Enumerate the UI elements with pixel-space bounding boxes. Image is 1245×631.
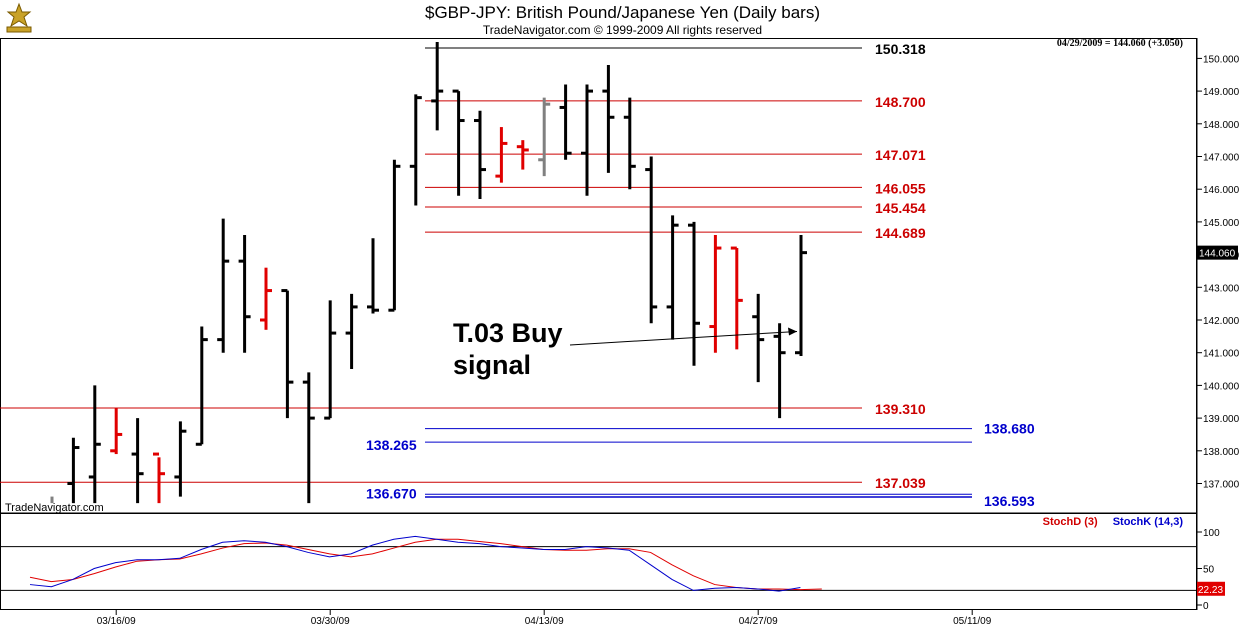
signal-arrow-line [569,330,798,346]
stoch-last-value-label: 22.23 [1198,585,1223,596]
buy-signal-text-line2: signal [453,350,531,380]
level-label: 136.670 [366,485,417,501]
ohlc-bar [773,323,786,419]
level-label: 146.055 [875,180,926,196]
price-tick-label: 142.000 [1203,316,1240,327]
price-bars [50,42,807,504]
level-label: 150.318 [875,41,926,57]
ohlc-bar [67,437,80,504]
date-tick-label: 04/13/09 [525,616,564,627]
price-levels: 150.318 148.700 147.071 146.055 145.454 144.6… [0,41,1035,509]
ohlc-bar [260,267,272,330]
date-tick-label: 03/16/09 [97,616,136,627]
ohlc-bar [752,293,765,383]
price-tick-label: 137.000 [1203,480,1240,491]
price-tick-label: 139.000 [1203,414,1240,425]
buy-signal-text-line1: T.03 Buy [453,318,563,348]
ohlc-bar [409,94,422,206]
trade-navigator-logo-icon [6,2,32,33]
price-gridlines [0,38,1198,610]
chart-title: $GBP-JPY: British Pound/Japanese Yen (Da… [425,3,820,22]
ohlc-bar [388,159,401,312]
ohlc-bar [495,127,508,183]
legend-stoch-d: StochD (3) [1042,516,1098,528]
stoch-tick-label: 0 [1203,601,1209,612]
title-bar: $GBP-JPY: British Pound/Japanese Yen (Da… [0,0,1245,38]
level-label: 137.039 [875,475,926,491]
level-label: 138.265 [366,437,417,453]
ohlc-bar [367,238,379,314]
ohlc-bar [88,385,101,504]
ohlc-bar [602,64,615,173]
ohlc-bar [238,234,251,353]
price-tick-label: 148.000 [1203,120,1240,131]
ohlc-bar [431,42,444,131]
ohlc-bar [110,408,123,455]
ohlc-bar [281,289,294,419]
stoch-k-line [29,535,801,592]
price-tick-label: 150.000 [1203,54,1240,65]
date-tick-label: 03/30/09 [311,616,350,627]
stoch-tick-label: 50 [1203,565,1215,576]
level-label: 144.689 [875,225,926,241]
stoch-last-value-tag [1197,581,1225,596]
level-label: 147.071 [875,147,926,163]
legend-stoch-k: StochK (14,3) [1112,516,1183,528]
price-tick-label: 145.000 [1203,218,1240,229]
ohlc-bar [688,221,700,366]
ohlc-bar [452,89,465,196]
ohlc-bar [324,300,337,420]
ohlc-bar [581,84,593,196]
ohlc-bar [302,372,315,504]
price-readout: 04/29/2009 = 144.060 (+3.050) [1056,38,1183,49]
ohlc-bar [795,234,807,356]
price-tick-label: 143.000 [1203,283,1240,294]
level-label: 138.680 [984,421,1035,437]
ohlc-bar [730,246,743,350]
ohlc-bar [666,215,679,340]
date-tick-label: 05/11/09 [953,616,992,627]
ohlc-bar [623,97,636,190]
stochastic-legend: StochD (3) StochK (14,3) [1043,516,1183,528]
last-price-label: 144.060 [1199,249,1236,260]
price-tick-label: 141.000 [1203,349,1240,360]
level-label: 148.700 [875,94,926,110]
date-axis: 03/16/09 03/30/09 04/13/09 04/27/09 05/11/09 [97,610,992,627]
ohlc-bar [217,218,230,353]
ohlc-bar [195,326,208,446]
ohlc-bar [645,156,658,324]
level-label: 136.593 [984,493,1035,509]
price-tick-label: 149.000 [1203,87,1240,98]
ohlc-bar [131,418,144,504]
ohlc-bar [474,110,486,200]
date-tick-label: 04/27/09 [739,616,778,627]
stochastic-panel: 1005020022.23 [0,513,1225,612]
price-tick-label: 147.000 [1203,153,1240,164]
buy-signal-annotation: T.03 Buy signal [453,318,798,380]
ohlc-bar [516,140,529,170]
ohlc-bar [153,452,165,504]
ohlc-bar [345,293,358,370]
level-label: 145.454 [875,200,926,216]
ohlc-bar [174,421,187,497]
last-price-tag [1197,245,1238,260]
price-tick-label: 138.000 [1203,447,1240,458]
signal-arrow-head [788,327,797,336]
price-tick-label: 146.000 [1203,185,1240,196]
chart-subtitle: TradeNavigator.com © 1999-2009 All right… [482,23,763,37]
price-tick-label: 140.000 [1203,381,1240,392]
level-label: 139.310 [875,401,926,417]
price-axis: 137.000 138.000 139.000 140.000 141.000 142.0… [1197,54,1240,491]
stoch-tick-label: 100 [1203,528,1220,539]
ohlc-bar [538,97,551,177]
ohlc-bar [559,84,572,160]
watermark: TradeNavigator.com [5,502,104,514]
ohlc-bar [709,234,722,353]
stoch-panel-frame [0,513,1197,610]
